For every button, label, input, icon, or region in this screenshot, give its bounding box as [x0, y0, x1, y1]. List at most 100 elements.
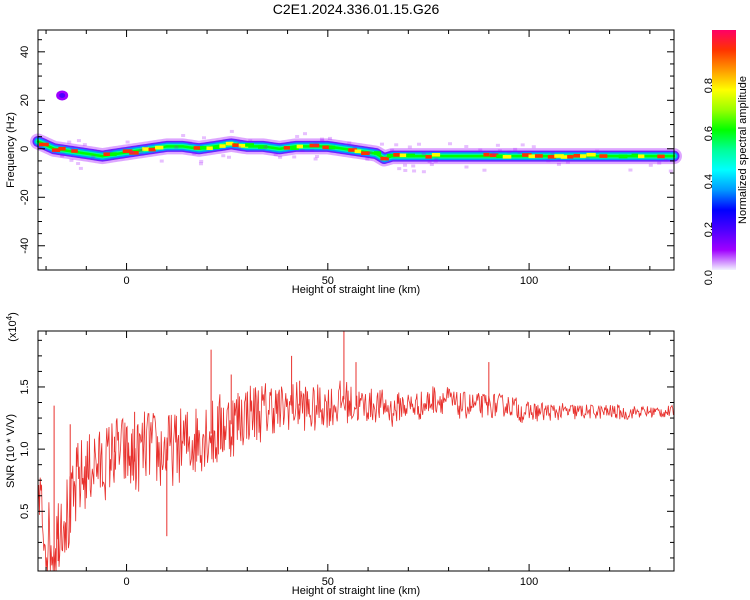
colorbar-tick-label: 0.6 — [703, 126, 715, 141]
noise-cell — [313, 142, 318, 146]
colorbar-tick-label: 0.4 — [703, 174, 715, 189]
axis-labels: 0 50 100 -40 -20 0 20 40 Height of straight line… — [5, 46, 538, 597]
heat-cell — [283, 146, 290, 150]
heat-cell — [103, 152, 111, 157]
noise-cell — [70, 147, 75, 151]
heat-cell — [386, 153, 396, 158]
heat-cell — [393, 153, 401, 157]
noise-cell — [139, 151, 144, 155]
noise-cell — [416, 142, 421, 146]
heat-cell — [122, 149, 133, 153]
heat-cell — [554, 154, 564, 158]
noise-cell — [412, 169, 417, 173]
noise-cell — [159, 159, 164, 163]
noise-cell — [310, 148, 315, 152]
heat-cell — [522, 153, 532, 157]
noise-cell — [52, 150, 57, 154]
noise-cell — [421, 170, 426, 174]
heat-cell — [348, 148, 358, 152]
noise-cell — [495, 143, 500, 147]
y-axis-label: SNR (10 * V/V) — [5, 414, 17, 488]
noise-cell — [448, 142, 453, 146]
y-tick-label: 40 — [19, 46, 31, 58]
noise-cell — [328, 136, 333, 140]
noise-cell — [595, 149, 600, 153]
heat-cell — [290, 146, 299, 150]
heat-cell — [399, 153, 408, 158]
heat-cell — [560, 155, 568, 159]
noise-cell — [292, 155, 297, 159]
noise-cell — [565, 160, 570, 164]
x-tick-label: 0 — [123, 576, 129, 588]
heat-cell — [534, 154, 543, 158]
heat-cell — [309, 143, 320, 148]
heat-cell — [483, 152, 490, 157]
x-tick-label: 100 — [520, 275, 538, 287]
heat-cell — [129, 151, 139, 155]
noise-cell — [407, 145, 412, 149]
colorbar-tick-label: 0.8 — [703, 78, 715, 93]
x-tick-label: 0 — [123, 275, 129, 287]
heat-cell — [71, 149, 78, 153]
heat-cell — [431, 152, 441, 157]
noise-cell — [520, 143, 525, 147]
noise-cell — [67, 140, 72, 144]
noise-cell — [478, 148, 483, 152]
heat-cell — [232, 143, 239, 147]
colorbar-label: Normalized spectral amplitude — [737, 76, 749, 224]
noise-cell — [187, 141, 192, 145]
x-axis-label: Height of straight line (km) — [292, 284, 420, 296]
noise-cell — [394, 143, 399, 147]
heat-cell — [502, 155, 512, 159]
noise-cell — [365, 157, 370, 161]
heat-cell — [631, 153, 639, 158]
noise-cell — [347, 141, 352, 145]
noise-cell — [181, 134, 186, 138]
noise-cell — [263, 145, 268, 149]
heat-cell — [496, 154, 505, 159]
noise-cell — [69, 158, 74, 162]
colorbar: 0.0 0.2 0.4 0.6 0.8 Normalized spectral ampli… — [703, 30, 749, 285]
heat-cell — [225, 141, 234, 146]
noise-cell — [303, 132, 308, 136]
y-tick-label: -40 — [19, 238, 31, 254]
noise-cell — [664, 158, 669, 162]
y-multiplier-label: (x104) — [5, 312, 19, 342]
noise-cell — [278, 155, 283, 159]
colorbar-tick-label: 0.0 — [703, 270, 715, 285]
heat-cell — [142, 147, 150, 151]
noise-cell — [237, 140, 242, 144]
y-tick-label: 0 — [19, 146, 31, 152]
colorbar-gradient — [712, 30, 736, 270]
noise-cell — [144, 144, 149, 148]
noise-cell — [427, 159, 432, 163]
noise-cell — [174, 145, 179, 149]
chart-title: C2E1.2024.336.01.15.G26 — [272, 1, 440, 17]
heat-cell — [328, 145, 336, 150]
noise-cell — [464, 145, 469, 149]
noise-cell — [429, 163, 434, 167]
noise-cell — [319, 137, 324, 141]
noise-cell — [497, 149, 502, 153]
noise-cell — [91, 155, 96, 159]
noise-cell — [421, 152, 426, 156]
heat-cell — [245, 143, 254, 147]
heat-cell — [154, 145, 164, 150]
heat-cell — [212, 145, 220, 150]
noise-cell — [546, 159, 551, 163]
noise-cell — [433, 159, 438, 163]
x-axis-label: Height of straight line (km) — [292, 585, 420, 597]
heat-cell — [322, 145, 333, 150]
y-tick-label: 0.5 — [19, 504, 31, 519]
heat-cell — [193, 146, 201, 150]
heat-cell — [573, 153, 581, 158]
heat-cell — [200, 146, 207, 150]
noise-cell — [82, 143, 87, 147]
noise-cell — [550, 151, 555, 155]
y-tick-label: 1.0 — [19, 441, 31, 456]
noise-cell — [668, 169, 673, 173]
heat-cell — [599, 154, 608, 158]
noise-cell — [108, 150, 113, 154]
noise-cell — [556, 162, 561, 166]
